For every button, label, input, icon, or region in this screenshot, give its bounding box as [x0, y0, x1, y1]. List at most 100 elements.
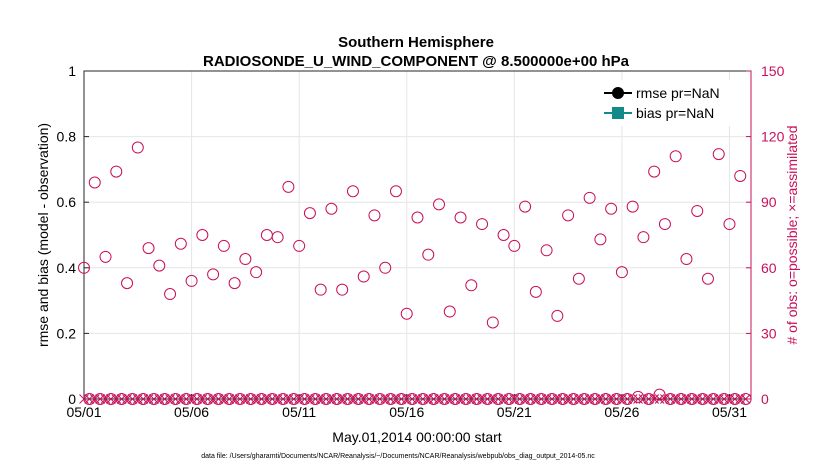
obs-possible-point	[658, 218, 671, 231]
obs-possible-point	[497, 229, 510, 241]
obs-possible-point	[121, 277, 134, 290]
obs-possible-point	[325, 202, 338, 215]
obs-possible-point	[529, 285, 542, 298]
obs-possible-point	[572, 272, 585, 285]
legend: rmse pr=NaN bias pr=NaN	[596, 80, 746, 126]
obs-possible-point	[712, 148, 725, 161]
obs-possible-point	[196, 229, 209, 241]
obs-possible-point	[260, 229, 273, 241]
obs-possible-point	[465, 279, 478, 292]
obs-possible-point	[174, 237, 187, 250]
left-tick-label: 0.6	[57, 194, 77, 210]
obs-possible-point	[336, 283, 349, 296]
obs-possible-point	[508, 239, 521, 252]
right-tick-label: 60	[761, 260, 777, 276]
legend-rmse-marker	[612, 87, 624, 99]
obs-possible-point	[626, 200, 639, 213]
obs-possible-point	[293, 239, 306, 252]
obs-possible-point	[519, 200, 532, 213]
left-tick-label: 0	[68, 391, 76, 407]
obs-possible-point	[486, 316, 499, 329]
right-tick-label: 120	[761, 129, 785, 145]
obs-possible-point	[131, 141, 144, 154]
obs-possible-point	[239, 253, 252, 266]
obs-possible-point	[433, 198, 446, 211]
obs-possible-point	[583, 191, 596, 204]
obs-possible-point	[594, 233, 607, 246]
left-tick-label: 0.4	[57, 260, 77, 276]
obs-possible-point	[228, 277, 241, 290]
obs-possible-point	[476, 218, 489, 231]
obs-possible-point	[723, 218, 736, 231]
x-tick-label: 05/01	[66, 404, 101, 420]
legend-rmse-label: rmse pr=NaN	[636, 85, 720, 101]
obs-possible-point	[110, 165, 123, 178]
obs-possible-point	[551, 309, 564, 322]
x-tick-label: 05/26	[604, 404, 639, 420]
obs-possible-point	[637, 231, 650, 244]
obs-possible-point	[691, 204, 704, 217]
legend-bias-marker	[612, 107, 624, 119]
obs-possible-point	[314, 283, 327, 296]
right-tick-label: 90	[761, 194, 777, 210]
obs-possible-point	[88, 176, 101, 189]
obs-possible-point	[734, 169, 747, 182]
obs-possible-point	[669, 150, 682, 163]
obs-possible-point	[605, 202, 618, 215]
obs-possible-point	[400, 307, 413, 320]
y-axis-label-left: rmse and bias (model - observation)	[35, 123, 51, 347]
legend-bias-label: bias pr=NaN	[636, 105, 714, 121]
data-file-footnote: data file: /Users/gharamti/Documents/NCA…	[201, 453, 595, 460]
obs-possible-point	[346, 185, 359, 198]
obs-possible-point	[739, 393, 752, 405]
left-axis-ticks: 0 0.2 0.4 0.6 0.8 1	[57, 63, 89, 407]
obs-possible-point	[185, 274, 198, 287]
left-tick-label: 0.8	[57, 129, 77, 145]
right-tick-label: 150	[761, 63, 785, 79]
obs-possible-point	[642, 393, 655, 405]
obs-possible-point	[680, 253, 693, 266]
obs-possible-point	[250, 266, 263, 279]
right-tick-label: 30	[761, 325, 777, 341]
obs-possible-point	[422, 248, 435, 261]
x-tick-label: 05/21	[497, 404, 532, 420]
obs-possible-point	[78, 261, 90, 274]
x-tick-label: 05/11	[282, 404, 316, 420]
chart-title: Southern Hemisphere	[338, 34, 494, 51]
obs-possible-point	[164, 288, 177, 301]
right-tick-label: 0	[761, 391, 769, 407]
obs-possible-point	[701, 272, 714, 285]
obs-possible-point	[99, 250, 112, 263]
obs-possible-point	[282, 180, 295, 193]
obs-possible-point	[562, 209, 575, 222]
obs-possible-point	[379, 261, 392, 274]
obs-assimilated-point	[740, 394, 751, 404]
obs-possible-point	[271, 231, 284, 244]
obs-possible-point	[153, 259, 166, 272]
left-tick-label: 0.2	[57, 325, 77, 341]
obs-possible-point	[142, 242, 155, 255]
x-tick-label: 05/06	[174, 404, 209, 420]
obs-possible-point	[207, 268, 220, 281]
chart-subtitle: RADIOSONDE_U_WIND_COMPONENT @ 8.500000e+…	[203, 53, 630, 70]
obs-possible-point	[648, 165, 661, 178]
obs-possible-point	[389, 185, 402, 198]
x-axis-label: May.01,2014 00:00:00 start	[332, 429, 502, 445]
x-tick-label: 05/31	[712, 404, 747, 420]
obs-possible-point	[357, 270, 370, 283]
obs-possible-point	[217, 239, 230, 252]
obs-possible-point	[303, 207, 316, 220]
obs-possible-point	[540, 244, 553, 257]
left-tick-label: 1	[68, 63, 76, 79]
right-axis-ticks: 0 30 60 90 120 150	[746, 63, 785, 407]
x-axis-ticks: 05/01 05/06 05/11 05/16 05/21 05/26 05/31	[66, 394, 747, 420]
obs-possible-point	[411, 211, 424, 224]
obs-possible-point	[368, 209, 381, 222]
x-tick-label: 05/16	[389, 404, 424, 420]
y-axis-label-right: # of obs: o=possible; ×=assimilated	[784, 125, 800, 344]
obs-possible-point	[454, 211, 467, 224]
obs-possible-point	[653, 388, 666, 401]
obs-possible-point	[615, 266, 628, 279]
obs-possible-point	[443, 305, 456, 318]
